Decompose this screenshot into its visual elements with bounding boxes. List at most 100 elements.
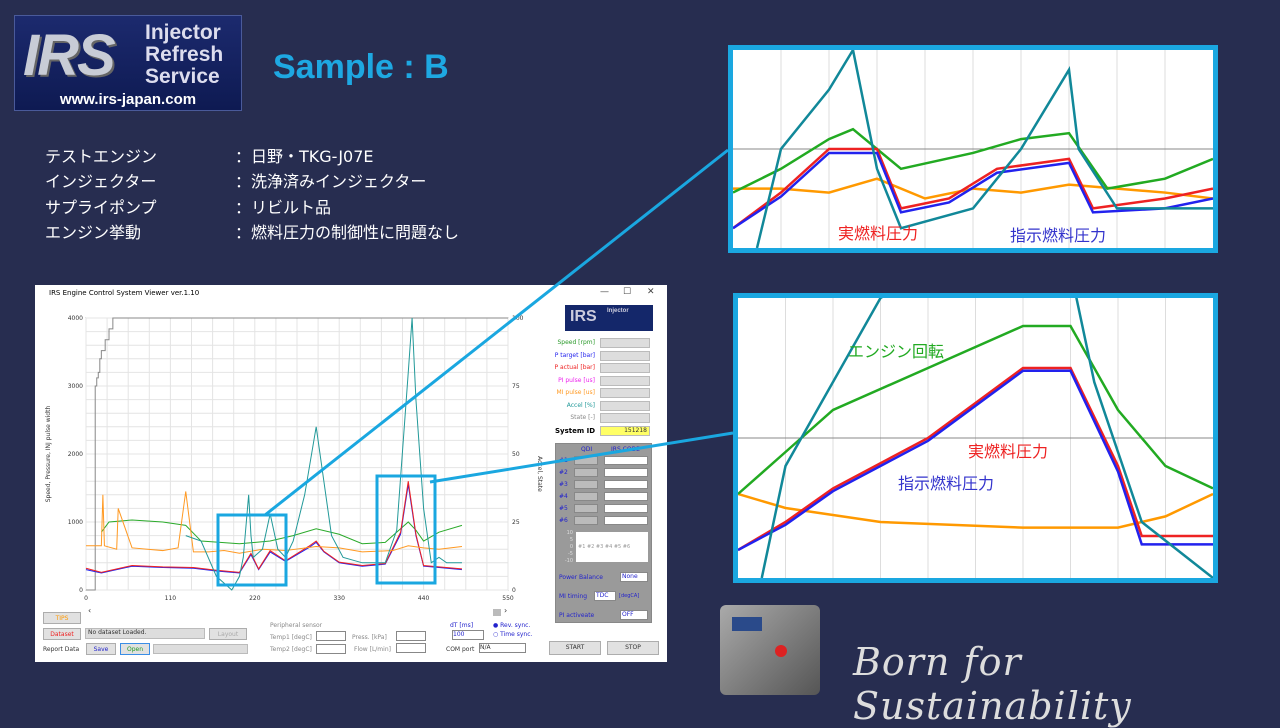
y2-tick-label: 0 [512, 587, 516, 594]
cylinder-label: #2 [559, 469, 568, 476]
temp2-label: Temp2 [degC] [270, 646, 312, 653]
mi-timing-select[interactable]: TDC [594, 591, 616, 601]
pi-activate-select[interactable]: OFF [620, 610, 648, 620]
dt-select[interactable]: 100 [452, 630, 484, 640]
open-button[interactable]: Open [120, 643, 150, 655]
window-title: IRS Engine Control System Viewer ver.1.1… [49, 289, 200, 297]
save-button[interactable]: Save [86, 643, 116, 655]
readout-label: Speed [rpm] [557, 339, 595, 346]
y2-tick-label: 25 [512, 519, 520, 526]
readout-value [600, 363, 650, 373]
y2-tick-label: 100 [512, 315, 524, 322]
irs-code-field[interactable] [604, 504, 648, 513]
readout-value [600, 338, 650, 348]
qdi-field [574, 492, 598, 501]
balance-x-labels: #1 #2 #3 #4 #5 #6 [578, 544, 631, 550]
accel-line [755, 46, 1213, 249]
mi-timing-label: MI timing [559, 593, 587, 600]
actual-pressure-line [732, 147, 1214, 230]
y-axis-label: Speed, Pressure, INJ pulse width [45, 406, 52, 503]
qdi-field [574, 504, 598, 513]
irs-code-field[interactable] [604, 456, 648, 465]
minimize-button[interactable]: — [600, 287, 609, 297]
series-accel [185, 317, 462, 591]
balance-tick: 5 [569, 537, 573, 543]
series-p_actual [85, 481, 463, 573]
slide-title: Sample : B [273, 48, 449, 86]
system-id-value: 151218 [600, 426, 650, 436]
callout-line [429, 431, 734, 484]
engine-speed-label: エンジン回転 [848, 342, 945, 361]
system-id-label: System ID [555, 427, 596, 435]
start-button[interactable]: START [549, 641, 601, 655]
irs-code-field[interactable] [604, 480, 648, 489]
logo-line2: Refresh [145, 43, 224, 66]
flow-field[interactable] [396, 643, 426, 653]
irs-code-field[interactable] [604, 468, 648, 477]
cylinder-label: #3 [559, 481, 568, 488]
callout-line [264, 148, 729, 517]
horizontal-scrollbar[interactable]: ‹ › [88, 606, 508, 616]
tips-button[interactable]: TIPS [43, 612, 81, 624]
stop-button[interactable]: STOP [607, 641, 659, 655]
readout-value [600, 388, 650, 398]
y2-tick-label: 75 [512, 383, 520, 390]
readout-value [600, 400, 650, 411]
readout-label: P target [bar] [554, 351, 595, 359]
cylinder-label: #4 [559, 493, 568, 500]
layout-button[interactable]: Layout [209, 628, 247, 640]
target-pressure-line [737, 369, 1213, 552]
flow-label: Flow [L/min] [354, 646, 391, 653]
zoom-box-2 [375, 474, 437, 585]
y-tick-label: 4000 [68, 315, 83, 322]
temp2-field[interactable] [316, 644, 346, 654]
peripheral-sensor-title: Peripheral sensor [270, 622, 323, 629]
com-port-select[interactable]: N/A [479, 643, 526, 653]
balance-tick: 10 [566, 530, 573, 536]
y-tick-label: 3000 [68, 383, 83, 390]
irs-code-field[interactable] [604, 516, 648, 525]
rev-sync-radio[interactable]: ● Rev. sync. [493, 622, 531, 629]
temp1-field[interactable] [316, 631, 346, 641]
main-chart: 0 110 220 330 440 550010002000300040000255075… [45, 315, 543, 601]
temp1-label: Temp1 [degC] [270, 634, 312, 641]
speed-line [732, 127, 1214, 194]
y2-tick-label: 50 [512, 451, 520, 458]
maximize-button[interactable]: ☐ [623, 287, 632, 297]
cylinder-label: #6 [559, 517, 568, 524]
logo-line1: Injector [145, 21, 221, 44]
series-state [86, 317, 508, 591]
y-tick-label: 1000 [68, 519, 83, 526]
readout-label: State [-] [570, 414, 595, 421]
balance-tick: -10 [564, 558, 573, 564]
device-photo [720, 605, 820, 695]
close-button[interactable]: ✕ [647, 287, 655, 297]
power-balance-select[interactable]: None [620, 572, 648, 582]
readout-value [600, 375, 650, 386]
readout-value [600, 413, 650, 423]
target-pressure-label: 指示燃料圧力 [898, 474, 995, 493]
irs-code-field[interactable] [604, 492, 648, 501]
mi-pulse-line [737, 492, 1214, 529]
balance-y-axis: 10 5 0 -5 -10 [558, 530, 574, 564]
panel-logo: IRS Injector [565, 305, 653, 331]
dataset-button[interactable]: Dataset [43, 628, 81, 640]
qdi-field [574, 480, 598, 489]
spec-row: テストエンジン ：日野・TKG-J07E [45, 147, 374, 166]
readout-label: P actual [bar] [554, 364, 595, 371]
target-pressure-line [732, 151, 1214, 230]
press-label: Press. [kPa] [352, 634, 387, 641]
spec-row: サプライポンプ ：リビルト品 [45, 198, 332, 217]
logo-url: www.irs-japan.com [59, 91, 197, 108]
zoom-box-1 [216, 513, 288, 587]
title-bar: IRS Engine Control System Viewer ver.1.1… [35, 285, 667, 301]
readout-label: MI pulse [us] [556, 389, 595, 396]
balance-chart: #1 #2 #3 #4 #5 #6 [576, 532, 648, 562]
mi-timing-unit: [degCA] [619, 593, 640, 599]
injector-panel: QDI IRS CODE #1#2#3#4#5#6 10 5 0 -5 -10 … [555, 443, 652, 623]
press-field[interactable] [396, 631, 426, 641]
time-sync-radio[interactable]: ○ Time sync. [493, 631, 533, 638]
x-tick-label: 550 [502, 595, 514, 601]
readout-value [600, 350, 650, 361]
